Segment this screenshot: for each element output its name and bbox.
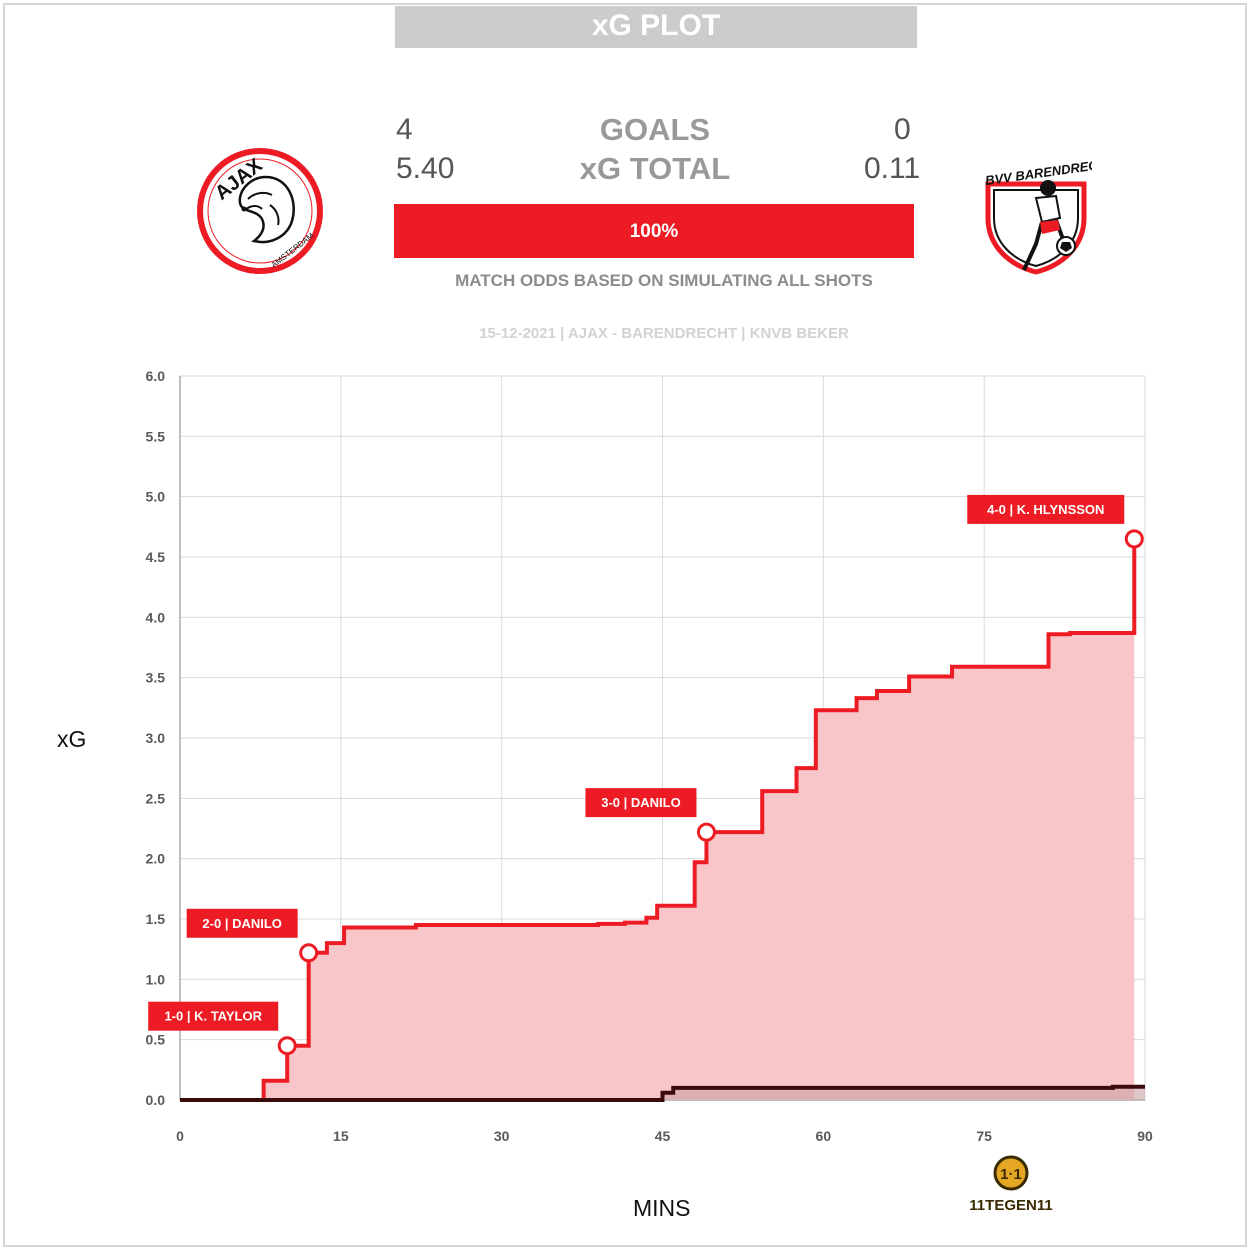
x-tick-label: 60 — [816, 1128, 832, 1144]
y-tick-label: 0.5 — [146, 1032, 166, 1048]
y-tick-label: 5.5 — [146, 428, 166, 444]
goal-annotation-box — [585, 788, 697, 818]
goal-annotation-box — [186, 908, 298, 938]
ajax-logo: AJAX AMSTERDAM — [197, 148, 323, 274]
home-goals: 4 — [396, 113, 413, 146]
x-tick-label: 90 — [1137, 1128, 1153, 1144]
match-odds-note: MATCH ODDS BASED ON SIMULATING ALL SHOTS — [455, 271, 873, 290]
brand-logo: 1·1 11TEGEN11 — [969, 1155, 1053, 1214]
x-axis-title: MINS — [633, 1195, 691, 1221]
goal-marker — [696, 822, 716, 842]
y-tick-label: 2.0 — [146, 851, 166, 867]
goal-marker — [277, 1036, 297, 1056]
x-tick-label: 30 — [494, 1128, 510, 1144]
match-odds-bar: 100% — [394, 204, 914, 258]
match-info: 15-12-2021 | AJAX - BARENDRECHT | KNVB B… — [479, 325, 849, 342]
goal-marker — [1124, 529, 1144, 549]
goal-annotation-label: 3-0 | DANILO — [601, 795, 680, 810]
xg-total-label: xG TOTAL — [579, 151, 731, 186]
away-goals: 0 — [894, 113, 911, 146]
y-tick-label: 4.0 — [146, 609, 166, 625]
y-tick-label: 4.5 — [146, 549, 166, 565]
brand-text: 11TEGEN11 — [969, 1197, 1052, 1214]
home-xg-area — [180, 538, 1135, 1100]
y-tick-label: 1.0 — [146, 971, 166, 987]
y-tick-label: 6.0 — [146, 368, 166, 384]
barendrecht-logo: BVV BARENDRECHT — [984, 155, 1092, 275]
y-tick-label: 5.0 — [146, 489, 166, 505]
goal-annotation-label: 4-0 | K. HLYNSSON — [987, 502, 1104, 517]
goal-annotation-label: 2-0 | DANILO — [202, 916, 281, 931]
x-tick-label: 75 — [976, 1128, 992, 1144]
svg-text:1·1: 1·1 — [1000, 1166, 1022, 1183]
goals-label: GOALS — [599, 112, 711, 147]
goal-annotation-label: 1-0 | K. TAYLOR — [164, 1009, 262, 1024]
y-axis-title: xG — [57, 726, 87, 752]
home-xg-total: 5.40 — [396, 152, 455, 185]
page-title: xG PLOT — [395, 6, 917, 48]
x-tick-label: 0 — [176, 1128, 184, 1144]
goal-annotation-box — [967, 494, 1125, 524]
y-tick-label: 0.0 — [146, 1092, 166, 1108]
goal-annotation-box — [148, 1001, 279, 1031]
y-tick-label: 2.5 — [146, 790, 166, 806]
frame-border — [3, 3, 1247, 1247]
away-xg-line — [180, 1084, 1145, 1102]
x-tick-label: 45 — [655, 1128, 671, 1144]
goal-marker — [299, 943, 319, 963]
y-tick-label: 3.5 — [146, 670, 166, 686]
away-xg-total: 0.11 — [864, 152, 921, 185]
x-tick-label: 15 — [333, 1128, 349, 1144]
y-tick-label: 1.5 — [146, 911, 166, 927]
y-tick-label: 3.0 — [146, 730, 166, 746]
home-xg-line — [180, 538, 1137, 1102]
